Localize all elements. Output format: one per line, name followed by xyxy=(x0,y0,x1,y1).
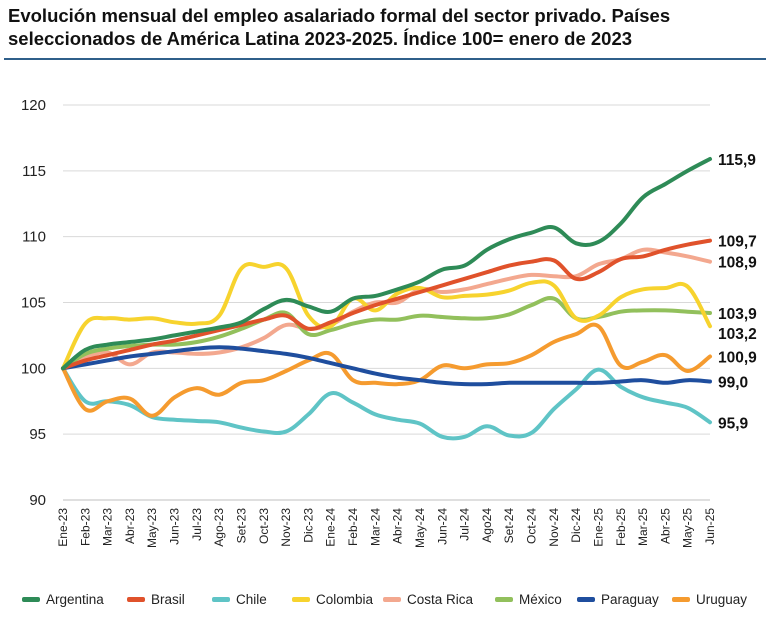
x-tick-label: Nov-23 xyxy=(279,508,293,547)
x-tick-label: Mar-25 xyxy=(636,508,650,546)
end-label-chile: 95,9 xyxy=(718,415,749,432)
x-tick-label: Set-24 xyxy=(502,508,516,544)
title-rule xyxy=(4,58,766,60)
line-chart: 90 95 100 105 110 115 120 Ene-23 Feb-23 Mar-23 Ab… xyxy=(21,97,757,548)
x-tick-label: Dic-23 xyxy=(301,508,315,543)
x-tick-label: Jul-23 xyxy=(190,508,204,541)
legend-item-chile: Chile xyxy=(212,592,267,607)
legend-swatch xyxy=(22,597,40,602)
x-tick-label: Ene-25 xyxy=(591,508,605,547)
y-tick-label: 90 xyxy=(29,492,46,509)
end-labels: 115,9 109,7 108,9 103,9 103,2 100,9 99,0 95,9 xyxy=(718,152,757,432)
end-label-argentina: 115,9 xyxy=(718,152,756,169)
legend-item-colombia: Colombia xyxy=(292,592,373,607)
x-tick-label: Mar-23 xyxy=(101,508,115,546)
y-tick-label: 105 xyxy=(21,295,46,312)
x-tick-label: Feb-25 xyxy=(614,508,628,546)
x-tick-label: May-24 xyxy=(413,508,427,548)
x-tick-label: Feb-23 xyxy=(78,508,92,546)
y-tick-label: 115 xyxy=(22,163,46,180)
x-tick-label: Jun-24 xyxy=(435,508,449,545)
y-tick-label: 110 xyxy=(22,229,46,246)
x-tick-label: Jun-23 xyxy=(168,508,182,545)
legend: Argentina Brasil Chile Colombia Costa Rica Mé… xyxy=(0,592,770,614)
end-label-paraguay: 99,0 xyxy=(718,375,748,392)
legend-swatch xyxy=(383,597,401,602)
legend-item-argentina: Argentina xyxy=(22,592,104,607)
legend-label: Argentina xyxy=(46,592,104,607)
x-tick-label: Set-23 xyxy=(234,508,248,544)
x-tick-label: Dic-24 xyxy=(569,508,583,543)
end-label-brasil: 109,7 xyxy=(718,234,757,251)
legend-item-brasil: Brasil xyxy=(127,592,185,607)
y-tick-label: 120 xyxy=(21,97,46,114)
grid-layer xyxy=(63,104,710,501)
legend-swatch xyxy=(212,597,230,602)
y-axis-ticks: 90 95 100 105 110 115 120 xyxy=(21,97,46,509)
series-line-chile xyxy=(61,366,712,441)
series-line-mexico xyxy=(61,296,712,371)
x-tick-label: Abr-24 xyxy=(391,508,405,544)
series-line-argentina xyxy=(61,157,712,371)
end-label-costa-rica: 108,9 xyxy=(718,255,757,272)
x-tick-label: Ene-24 xyxy=(324,508,338,547)
y-tick-label: 95 xyxy=(29,426,46,443)
chart-title: Evolución mensual del empleo asalariado … xyxy=(8,5,671,49)
y-tick-label: 100 xyxy=(21,360,46,377)
legend-item-uruguay: Uruguay xyxy=(672,592,747,607)
end-label-uruguay: 100,9 xyxy=(718,349,757,366)
x-tick-label: Abr-23 xyxy=(123,508,137,544)
x-tick-label: Ago24 xyxy=(480,508,494,543)
x-tick-label: Oct-24 xyxy=(525,508,539,544)
x-tick-label: Ago-23 xyxy=(212,508,226,547)
legend-label: Costa Rica xyxy=(407,592,474,607)
x-tick-label: Ene-23 xyxy=(56,508,70,547)
x-tick-label: Mar-24 xyxy=(368,508,382,546)
x-tick-label: Abr-25 xyxy=(658,508,672,544)
x-axis-ticks: Ene-23 Feb-23 Mar-23 Abr-23 May-23 Jun-23 Jul-… xyxy=(56,508,717,548)
end-label-colombia: 103,2 xyxy=(718,326,757,343)
legend-label: Uruguay xyxy=(696,592,748,607)
legend-swatch xyxy=(292,597,310,602)
end-label-mexico: 103,9 xyxy=(718,306,757,323)
series-line-paraguay xyxy=(61,345,712,387)
legend-label: México xyxy=(519,592,562,607)
legend-swatch xyxy=(672,597,690,602)
x-tick-label: Nov-24 xyxy=(547,508,561,547)
x-tick-label: Feb-24 xyxy=(346,508,360,546)
series-line-uruguay xyxy=(61,322,712,418)
legend-swatch xyxy=(127,597,145,602)
x-tick-label: Oct-23 xyxy=(257,508,271,544)
x-tick-label: Jul-24 xyxy=(458,508,472,541)
x-tick-label: May-25 xyxy=(681,508,695,548)
legend-label: Brasil xyxy=(151,592,185,607)
legend-swatch xyxy=(495,597,513,602)
series-layer xyxy=(61,157,712,441)
legend-item-paraguay: Paraguay xyxy=(577,592,659,607)
x-tick-label: May-23 xyxy=(145,508,159,548)
legend-label: Colombia xyxy=(316,592,374,607)
legend-item-mexico: México xyxy=(495,592,562,607)
legend-label: Paraguay xyxy=(601,592,659,607)
series-line-brasil xyxy=(61,238,712,371)
legend-label: Chile xyxy=(236,592,267,607)
legend-item-costa-rica: Costa Rica xyxy=(383,592,473,607)
legend-swatch xyxy=(577,597,595,602)
x-tick-label: Jun-25 xyxy=(703,508,717,545)
